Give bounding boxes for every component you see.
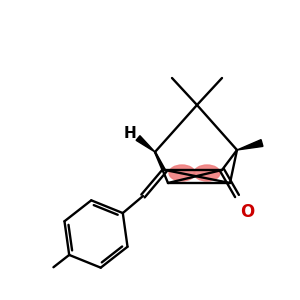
Ellipse shape [169,165,195,181]
Text: O: O [240,203,254,221]
Text: H: H [124,127,136,142]
Ellipse shape [194,165,220,181]
Polygon shape [237,140,263,150]
Polygon shape [136,136,155,152]
